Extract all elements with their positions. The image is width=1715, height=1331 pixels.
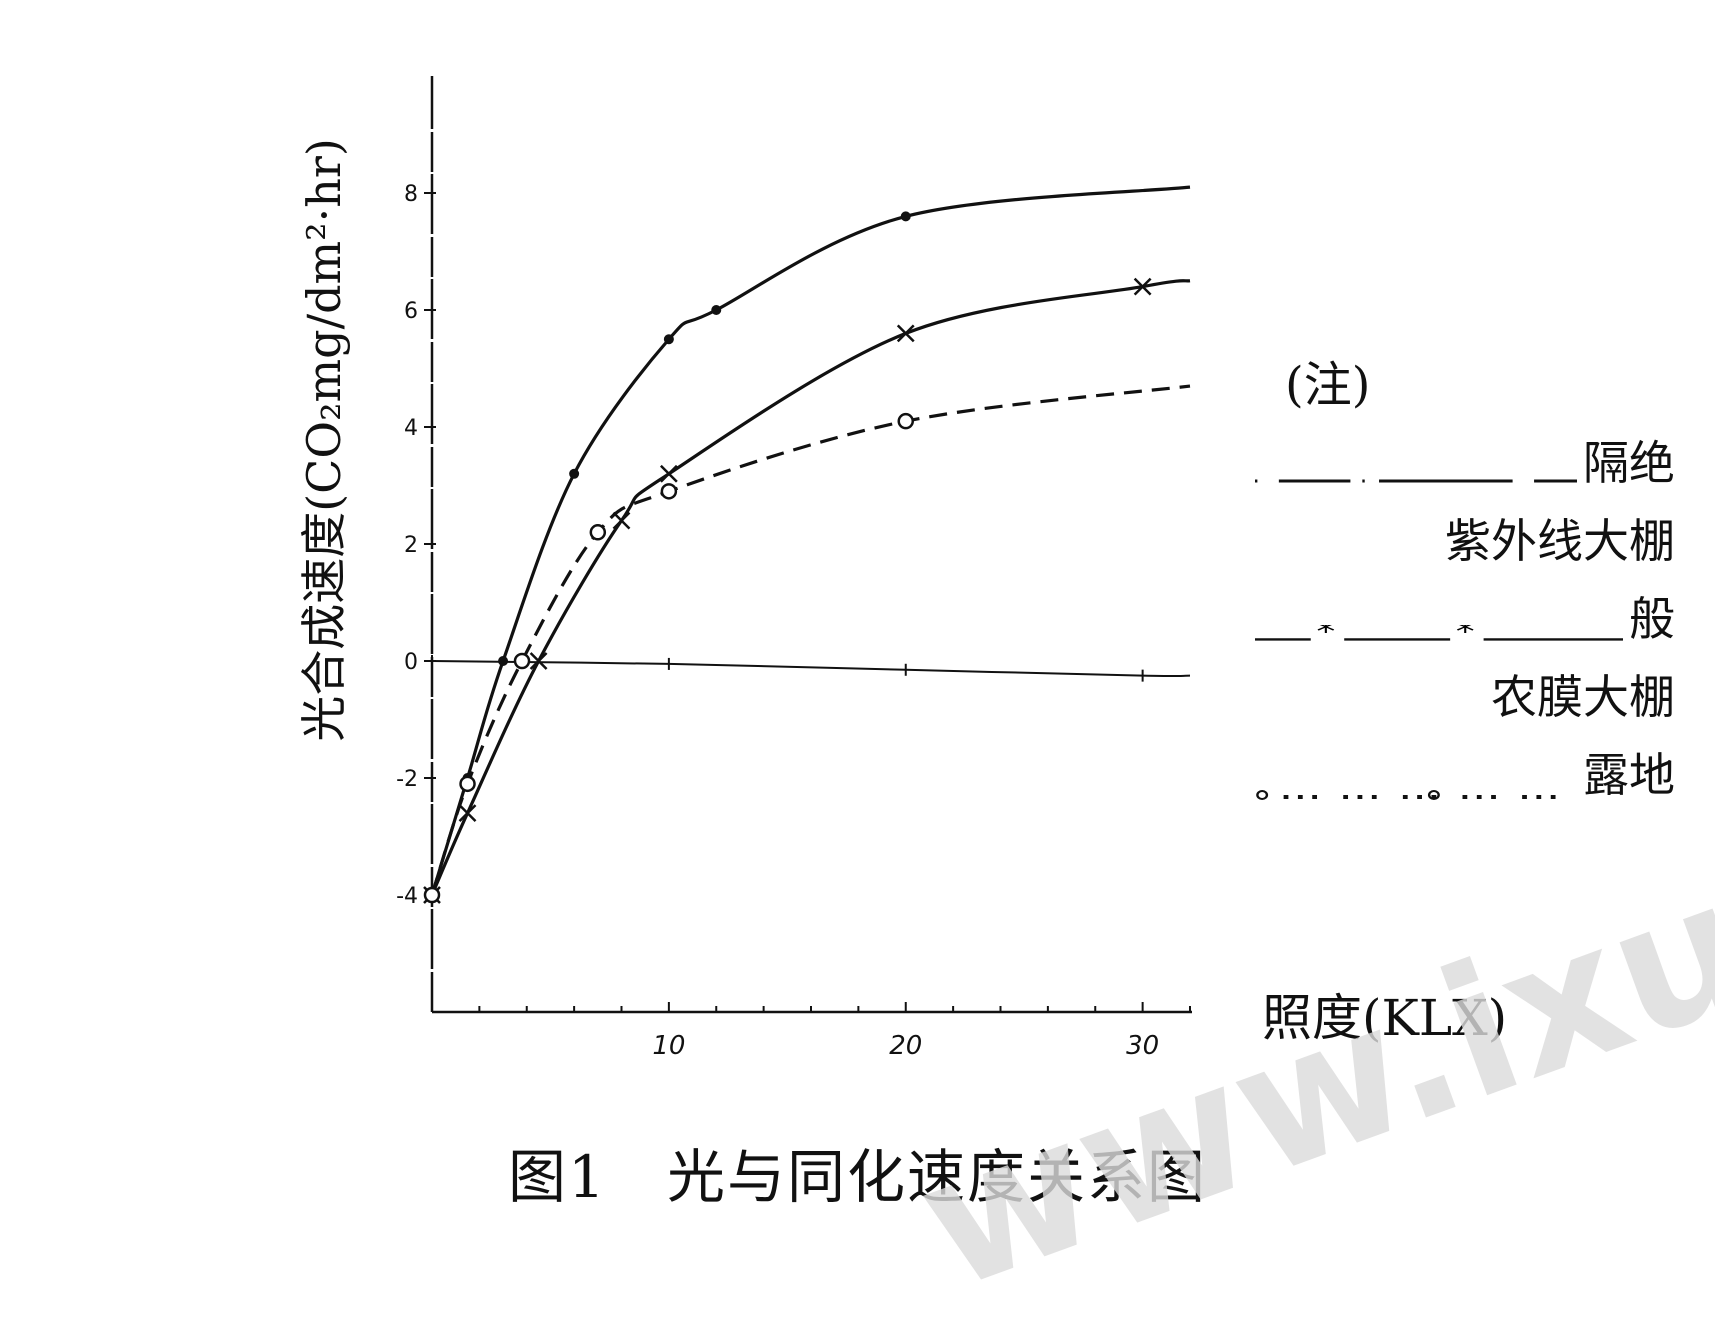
y-tick-label: 4: [404, 416, 418, 441]
point-x: [896, 324, 915, 343]
series-line-2: [430, 384, 1191, 896]
x-axis-label: 照度(KLX): [1262, 989, 1508, 1047]
x-tick-label: 20: [889, 1031, 922, 1061]
svg-text:*: *: [1456, 625, 1475, 648]
y-tick-label: 0: [404, 650, 418, 675]
tick-marks: [424, 192, 1191, 1012]
legend-label-normal-2: 农膜大棚: [1491, 670, 1675, 724]
point-x: [1133, 277, 1152, 296]
point-circle: [660, 483, 678, 500]
series-line-0: [430, 185, 1191, 896]
legend: (注) 隔绝 紫外线大棚 * * 般 农膜大棚 露地: [1255, 345, 1675, 805]
chart-svg: 10 20 30 -4 -2 0 2 4 6 8 光合成速度(CO₂mg/dm²·hr): [297, 76, 1192, 1061]
y-tick-label: 6: [404, 299, 418, 324]
point-x: [612, 511, 631, 530]
y-tick-label: 2: [404, 533, 418, 558]
point-dot: [900, 211, 911, 222]
legend-swatch-star: * *: [1255, 625, 1623, 648]
legend-label-uv-1: 隔绝: [1583, 436, 1675, 490]
legend-item-open: 露地: [1255, 727, 1675, 805]
legend-title: (注): [1285, 357, 1371, 413]
markers-group: [423, 211, 1152, 904]
point-circle: [897, 412, 914, 430]
point-x: [659, 464, 678, 483]
x-tick-label: 10: [652, 1031, 685, 1061]
legend-item-normal: * * 般: [1255, 571, 1675, 649]
legend-swatch-dashdot: [1255, 479, 1577, 483]
legend-label-normal-1: 般: [1629, 592, 1675, 646]
legend-label-uv-2: 紫外线大棚: [1445, 514, 1675, 568]
point-dot: [498, 656, 509, 666]
point-dot: [711, 305, 722, 315]
series-group: [430, 185, 1191, 896]
legend-item-uv: 隔绝: [1255, 415, 1675, 493]
point-circle: [589, 524, 607, 541]
point-x: [529, 652, 548, 670]
y-tick-label: -4: [396, 884, 418, 909]
legend-item-normal-cont: 农膜大棚: [1255, 649, 1675, 727]
y-tick-label: 8: [404, 182, 418, 207]
point-dot: [663, 334, 674, 345]
series-line-1: [430, 279, 1191, 896]
svg-text:*: *: [1316, 625, 1335, 648]
x-tick-label: 30: [1126, 1031, 1159, 1061]
point-x: [458, 804, 477, 822]
figure-caption: 图1 光与同化速度关系图: [508, 1143, 1207, 1211]
y-tick-label: -2: [396, 767, 418, 792]
y-axis-label: 光合成速度(CO₂mg/dm²·hr): [297, 138, 351, 742]
legend-item-uv-cont: 紫外线大棚: [1255, 493, 1675, 571]
tick-labels: 10 20 30 -4 -2 0 2 4 6 8: [396, 182, 1159, 1061]
axes: [430, 76, 1192, 1014]
legend-label-open: 露地: [1583, 748, 1675, 802]
legend-swatch-dotted: [1256, 790, 1577, 800]
point-circle: [423, 886, 441, 904]
point-circle: [513, 652, 531, 670]
point-circle: [459, 775, 476, 793]
point-dot: [569, 468, 580, 479]
